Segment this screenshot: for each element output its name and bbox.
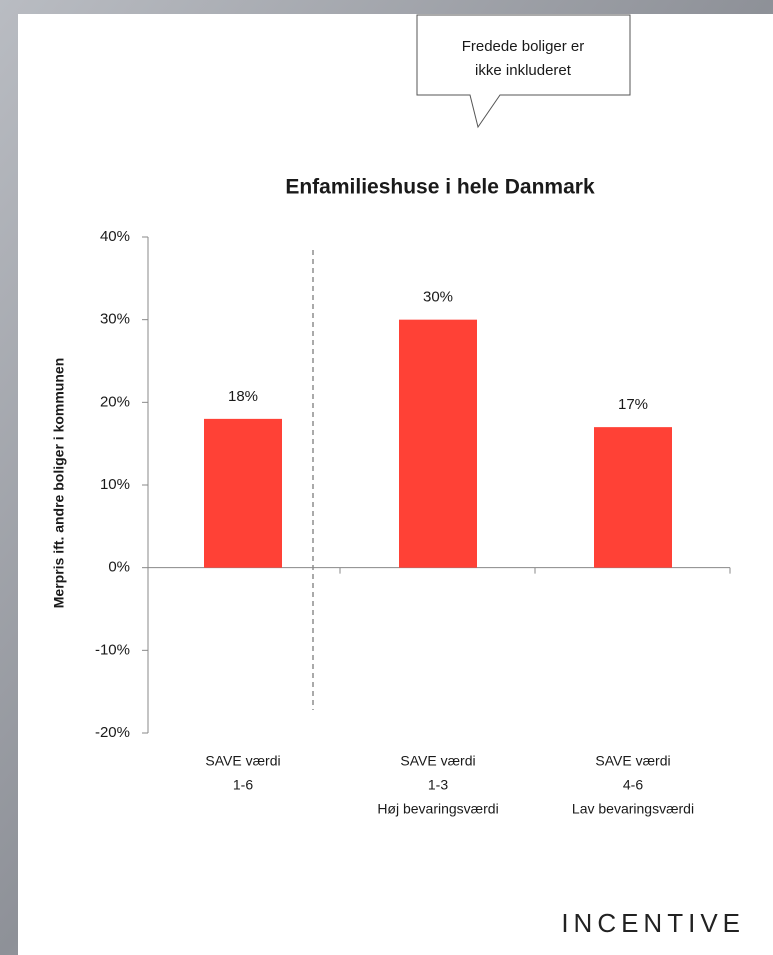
x-tick-label: SAVE værdi [595,753,670,769]
y-axis-label: Merpris ift. andre boliger i kommunen [51,358,67,608]
y-tick-label: 10% [100,476,130,493]
x-tick-label: 4-6 [623,777,643,793]
logo: INCENTIVE [561,908,745,938]
callout-text: Fredede boliger er [462,38,585,55]
callout [416,14,631,129]
value-label: 18% [228,388,258,405]
y-tick-label: 0% [108,559,130,576]
x-tick-label: SAVE værdi [205,753,280,769]
y-tick-label: 40% [100,228,130,245]
chart-title: Enfamilieshuse i hele Danmark [285,176,595,199]
y-tick-label: 30% [100,311,130,328]
x-tick-label: 1-6 [233,777,253,793]
x-tick-label: SAVE værdi [400,753,475,769]
y-tick-label: -20% [95,724,130,741]
x-tick-label: Lav bevaringsværdi [572,801,694,817]
x-tick-label: Høj bevaringsværdi [377,801,498,817]
callout-text: ikke inkluderet [475,62,572,79]
y-tick-label: 20% [100,393,130,410]
value-label: 30% [423,289,453,306]
x-tick-label: 1-3 [428,777,448,793]
value-label: 17% [618,396,648,413]
bar [204,418,282,568]
y-tick-label: -10% [95,641,130,658]
bar [594,427,672,568]
bar [399,319,477,568]
